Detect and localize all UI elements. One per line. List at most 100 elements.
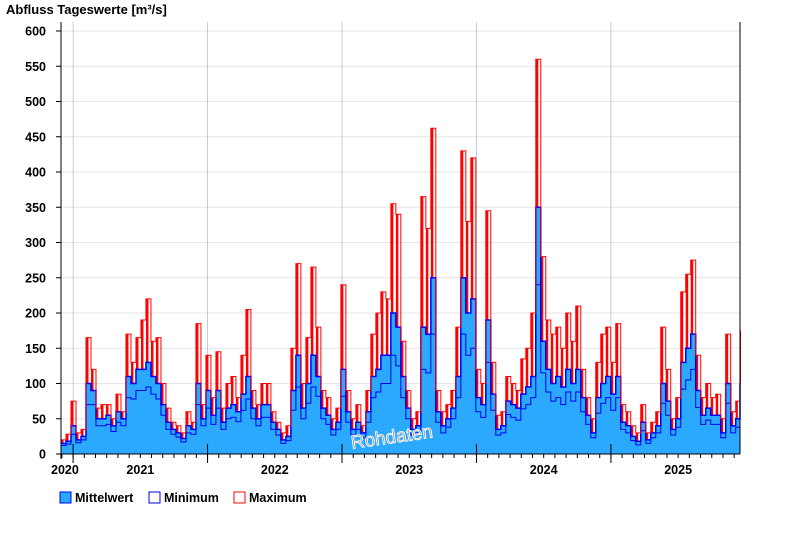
legend-swatch-maximum: [233, 491, 246, 504]
max-mark: [85, 337, 89, 384]
max-mark: [70, 401, 74, 426]
max-mark: [705, 383, 709, 409]
legend: Mittelwert Minimum Maximum: [59, 491, 307, 505]
x-tick-label: 2024: [530, 463, 558, 477]
max-mark: [140, 320, 144, 370]
max-mark: [535, 59, 539, 208]
max-mark: [485, 210, 489, 321]
max-mark: [440, 411, 444, 426]
max-mark: [255, 404, 259, 419]
max-mark: [495, 415, 499, 430]
max-mark: [615, 323, 619, 377]
max-mark: [625, 411, 629, 426]
max-mark: [340, 284, 344, 370]
max-mark: [135, 337, 139, 370]
max-mark: [195, 323, 199, 384]
max-mark: [505, 376, 509, 402]
max-mark: [350, 418, 354, 430]
max-mark: [430, 128, 434, 278]
legend-label-maximum: Maximum: [249, 491, 307, 505]
max-mark: [400, 341, 404, 377]
max-mark: [680, 291, 684, 363]
legend-label-mittelwert: Mittelwert: [75, 491, 134, 505]
axes: 0 50 100 150 200 250 300 350 400 450 500 550 600 2020…: [25, 22, 741, 477]
max-mark: [560, 348, 564, 388]
max-mark: [445, 404, 449, 419]
max-mark: [240, 355, 244, 395]
max-mark: [470, 157, 474, 299]
x-tick-label: 2020: [51, 463, 79, 477]
max-mark: [305, 337, 309, 384]
max-mark: [530, 313, 534, 377]
y-tick-label: 400: [25, 166, 46, 180]
y-tick-label: 500: [25, 95, 46, 109]
max-mark: [120, 411, 124, 419]
max-mark: [500, 411, 504, 426]
max-mark: [700, 397, 704, 416]
max-mark: [345, 390, 349, 412]
max-mark: [520, 358, 524, 395]
max-mark: [540, 256, 544, 342]
y-tick-label: 150: [25, 342, 46, 356]
max-mark: [580, 369, 584, 398]
mean-line: [61, 206, 741, 445]
max-mark: [110, 418, 114, 426]
max-mark: [720, 418, 724, 433]
max-mark: [710, 397, 714, 416]
max-mark: [145, 298, 149, 363]
max-mark: [185, 411, 189, 426]
max-mark: [335, 408, 339, 423]
x-tick-label: 2023: [395, 463, 423, 477]
max-mark: [245, 309, 249, 377]
max-mark: [300, 383, 304, 409]
max-mark: [275, 422, 279, 430]
max-mark: [460, 150, 464, 278]
max-mark: [385, 298, 389, 356]
max-mark: [75, 432, 79, 440]
y-tick-label: 100: [25, 377, 46, 391]
max-mark: [220, 408, 224, 423]
max-mark: [295, 263, 299, 356]
max-mark: [265, 383, 269, 405]
y-tick-label: 350: [25, 201, 46, 215]
min-line: [61, 284, 741, 447]
max-mark: [280, 432, 284, 440]
y-tick-label: 0: [39, 448, 46, 462]
max-mark: [455, 327, 459, 377]
max-mark: [590, 418, 594, 433]
max-mark: [685, 274, 689, 349]
max-mark: [320, 390, 324, 409]
max-mark: [200, 404, 204, 419]
max-mark: [380, 291, 384, 356]
max-mark: [465, 221, 469, 313]
max-mark: [250, 390, 254, 409]
max-mark: [420, 196, 424, 328]
max-mark: [570, 341, 574, 384]
max-mark: [635, 432, 639, 442]
max-mark: [315, 327, 319, 377]
max-mark: [730, 411, 734, 426]
max-mark: [370, 334, 374, 377]
max-mark: [100, 404, 104, 419]
max-mark: [95, 408, 99, 419]
series-marks: [61, 58, 741, 454]
max-mark: [290, 348, 294, 391]
max-mark: [205, 355, 209, 391]
max-mark: [675, 397, 679, 419]
max-mark: [330, 418, 334, 430]
max-mark: [645, 432, 649, 440]
max-mark: [90, 369, 94, 391]
max-mark: [80, 429, 84, 437]
max-mark: [630, 425, 634, 437]
max-mark: [660, 327, 664, 384]
max-mark: [475, 369, 479, 398]
max-mark: [450, 390, 454, 409]
max-mark: [565, 313, 569, 370]
max-mark: [125, 334, 129, 377]
max-mark: [230, 376, 234, 405]
legend-swatch-mittelwert: [59, 491, 72, 504]
max-mark: [425, 228, 429, 335]
max-mark: [655, 411, 659, 426]
max-mark: [105, 404, 109, 416]
max-mark: [490, 362, 494, 395]
